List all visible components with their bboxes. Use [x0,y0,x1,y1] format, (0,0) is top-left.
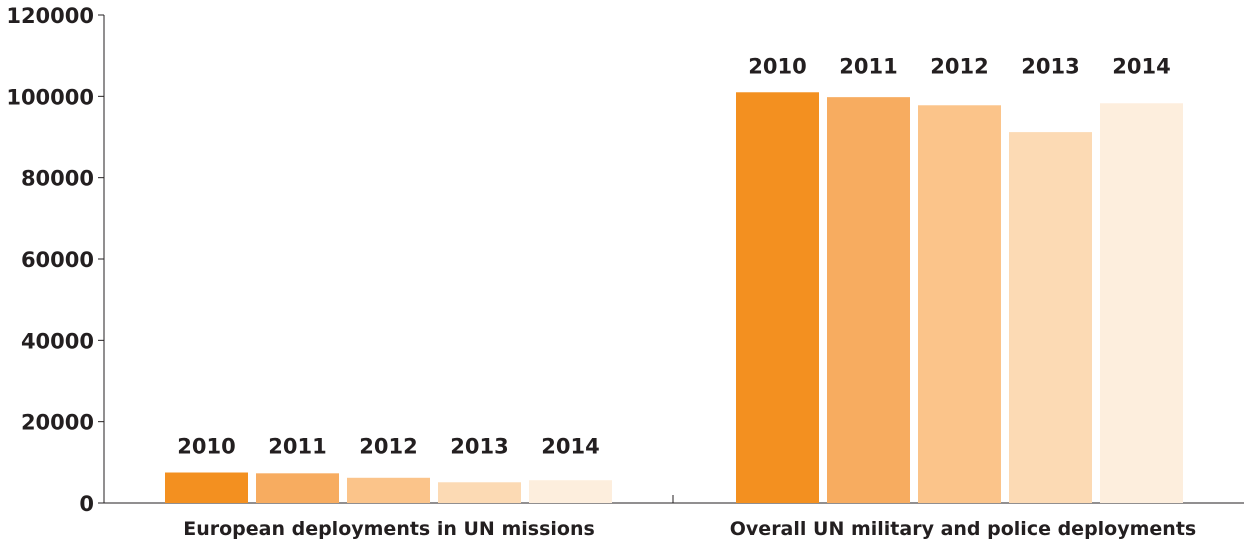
bar-2010-overall [736,92,819,504]
year-label: 2014 [541,435,599,459]
year-labels: 2010 2011 2012 2013 2014 2010 2011 2012 2013 2014 [177,54,1170,458]
y-tick-label: 120000 [6,4,94,28]
bar-2014-overall [1100,103,1183,503]
year-label: 2014 [1112,54,1170,78]
category-label: Overall UN military and police deploymen… [730,518,1196,540]
y-axis: 0 20000 40000 60000 80000 100000 120000 [6,4,105,516]
y-tick-label: 0 [79,492,94,516]
bar-2010-european [165,472,248,503]
bar-2012-overall [918,105,1001,503]
year-label: 2011 [268,435,326,459]
year-label: 2012 [930,54,988,78]
category-labels: European deployments in UN missions Overa… [183,518,1196,540]
bars [165,92,1183,504]
year-label: 2010 [748,54,806,78]
year-label: 2010 [177,435,235,459]
bar-2011-european [256,473,339,503]
year-label: 2011 [839,54,897,78]
category-label: European deployments in UN missions [183,518,595,540]
y-tick-label: 40000 [21,329,94,353]
year-label: 2013 [450,435,508,459]
year-label: 2013 [1021,54,1079,78]
year-label: 2012 [359,435,417,459]
bar-2012-european [347,477,430,503]
y-tick-label: 80000 [21,167,94,191]
bar-2011-overall [827,97,910,503]
y-tick-label: 20000 [21,411,94,435]
bar-2014-european [529,480,612,503]
bar-2013-european [438,482,521,503]
bar-2013-overall [1009,132,1092,503]
y-tick-label: 60000 [21,248,94,272]
y-tick-label: 100000 [6,85,94,109]
